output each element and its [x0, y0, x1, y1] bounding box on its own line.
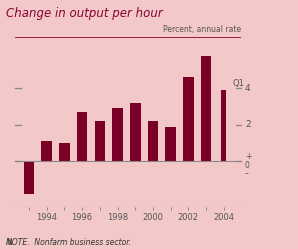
- Bar: [148, 121, 158, 161]
- Bar: [94, 121, 105, 161]
- Bar: [201, 56, 211, 161]
- Bar: [41, 141, 52, 161]
- Text: NOTE.  Nonfarm business sector.: NOTE. Nonfarm business sector.: [6, 238, 131, 247]
- Bar: [59, 143, 70, 161]
- Text: 1994: 1994: [36, 213, 57, 222]
- Bar: [77, 112, 87, 161]
- Bar: [183, 77, 194, 161]
- Text: N: N: [6, 238, 12, 247]
- Text: +: +: [245, 152, 251, 161]
- Text: 2002: 2002: [178, 213, 199, 222]
- Text: 0: 0: [245, 161, 250, 170]
- Text: 1996: 1996: [72, 213, 93, 222]
- Text: 2004: 2004: [213, 213, 234, 222]
- Bar: [112, 108, 123, 161]
- Text: 2000: 2000: [142, 213, 163, 222]
- Text: 2: 2: [245, 120, 251, 129]
- Bar: [130, 103, 141, 161]
- Text: Change in output per hour: Change in output per hour: [6, 7, 163, 20]
- Text: 4: 4: [245, 84, 251, 93]
- Text: Q1: Q1: [232, 79, 244, 88]
- Text: Percent, annual rate: Percent, annual rate: [163, 25, 241, 34]
- Bar: [24, 161, 34, 194]
- Bar: [221, 90, 226, 161]
- Bar: [165, 126, 176, 161]
- Text: 1998: 1998: [107, 213, 128, 222]
- Text: –: –: [245, 169, 249, 178]
